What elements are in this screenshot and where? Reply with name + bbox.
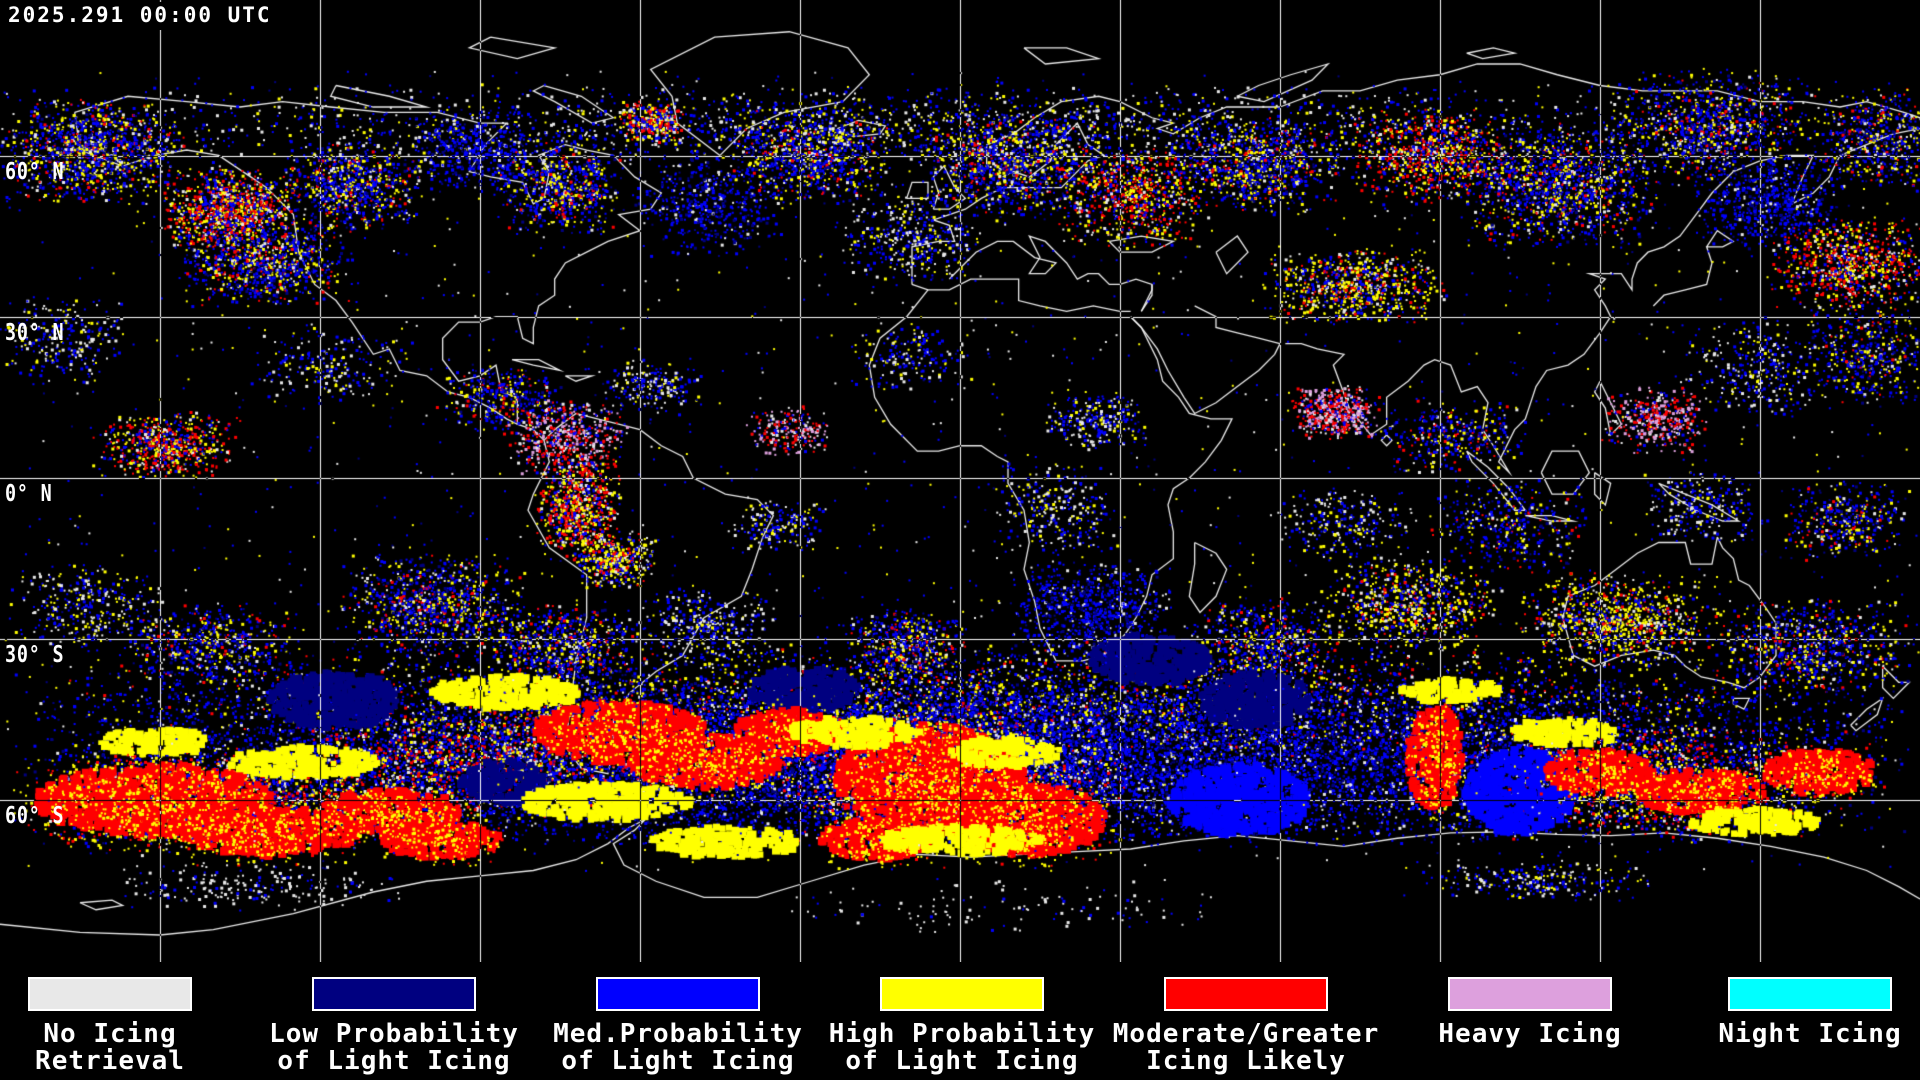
legend-label-no-icing-retrieval-line1: No Icing bbox=[43, 1019, 177, 1049]
legend-label-low-prob-light-icing-line1: Low Probability bbox=[269, 1019, 519, 1049]
legend-label-moderate-greater-icing-line2: Icing Likely bbox=[1146, 1046, 1346, 1076]
lat-label-0-n: 0° N bbox=[5, 481, 53, 507]
lat-label-60-s: 60° S bbox=[5, 803, 65, 829]
legend-swatch-moderate-greater-icing bbox=[1164, 977, 1328, 1011]
legend-label-low-prob-light-icing-line2: of Light Icing bbox=[277, 1046, 511, 1076]
lat-label-60-n: 60° N bbox=[5, 159, 65, 185]
legend-item-no-icing-retrieval: No Icing Retrieval bbox=[0, 962, 260, 1075]
legend-label-high-prob-light-icing-line2: of Light Icing bbox=[845, 1046, 1079, 1076]
legend-swatch-low-prob-light-icing bbox=[312, 977, 476, 1011]
world-icing-map bbox=[0, 0, 1920, 962]
timestamp: 2025.291 00:00 UTC bbox=[6, 2, 282, 30]
lat-label-30-s: 30° S bbox=[5, 642, 65, 668]
legend-swatch-high-prob-light-icing bbox=[880, 977, 1044, 1011]
legend-label-high-prob-light-icing-line1: High Probability bbox=[828, 1019, 1096, 1049]
legend-swatch-med-prob-light-icing bbox=[596, 977, 760, 1011]
legend-swatch-heavy-icing bbox=[1448, 977, 1612, 1011]
legend-item-moderate-greater-icing: Moderate/Greater Icing Likely bbox=[1096, 962, 1396, 1075]
lat-label-30-n: 30° N bbox=[5, 320, 65, 346]
legend-label-no-icing-retrieval-line2: Retrieval bbox=[35, 1046, 185, 1076]
legend: No Icing Retrieval Low Probability of Light… bbox=[0, 962, 1920, 1080]
legend-item-med-prob-light-icing: Med.Probability of Light Icing bbox=[528, 962, 828, 1075]
legend-label-night-icing-line1: Night Icing bbox=[1718, 1019, 1902, 1049]
legend-item-night-icing: Night Icing bbox=[1660, 962, 1920, 1048]
legend-label-moderate-greater-icing-line1: Moderate/Greater bbox=[1112, 1019, 1380, 1049]
legend-item-low-prob-light-icing: Low Probability of Light Icing bbox=[244, 962, 544, 1075]
legend-swatch-no-icing-retrieval bbox=[28, 977, 192, 1011]
legend-label-heavy-icing-line1: Heavy Icing bbox=[1438, 1019, 1622, 1049]
legend-item-high-prob-light-icing: High Probability of Light Icing bbox=[812, 962, 1112, 1075]
legend-item-heavy-icing: Heavy Icing bbox=[1380, 962, 1680, 1048]
legend-label-med-prob-light-icing-line2: of Light Icing bbox=[561, 1046, 795, 1076]
legend-label-med-prob-light-icing-line1: Med.Probability bbox=[553, 1019, 803, 1049]
legend-swatch-night-icing bbox=[1728, 977, 1892, 1011]
